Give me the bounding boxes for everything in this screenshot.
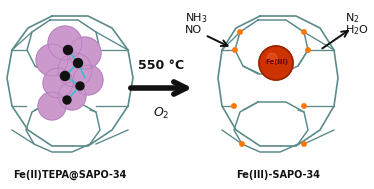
Text: Fe(II)TEPA@SAPO-34: Fe(II)TEPA@SAPO-34 xyxy=(13,170,127,180)
Text: NH$_3$: NH$_3$ xyxy=(185,11,208,25)
Circle shape xyxy=(73,65,103,95)
Circle shape xyxy=(43,68,73,98)
Text: Fe(III)-SAPO-34: Fe(III)-SAPO-34 xyxy=(236,170,320,180)
Circle shape xyxy=(259,46,293,80)
Circle shape xyxy=(232,104,236,108)
Circle shape xyxy=(233,48,237,52)
Circle shape xyxy=(58,53,92,87)
Text: 550 °C: 550 °C xyxy=(138,59,184,72)
Circle shape xyxy=(61,71,70,81)
Text: Fe(III): Fe(III) xyxy=(266,59,288,65)
Circle shape xyxy=(36,44,68,76)
Circle shape xyxy=(306,48,310,52)
Text: $O_2$: $O_2$ xyxy=(153,106,170,121)
Circle shape xyxy=(240,142,244,146)
Circle shape xyxy=(38,92,66,120)
Circle shape xyxy=(63,96,71,104)
Circle shape xyxy=(302,104,306,108)
Circle shape xyxy=(69,37,101,69)
Circle shape xyxy=(58,82,86,110)
Text: N$_2$: N$_2$ xyxy=(345,11,359,25)
Text: NO: NO xyxy=(185,25,202,35)
Circle shape xyxy=(76,82,84,90)
Circle shape xyxy=(302,142,306,146)
Circle shape xyxy=(48,26,82,60)
Circle shape xyxy=(267,53,277,63)
Circle shape xyxy=(64,46,73,54)
Text: H$_2$O: H$_2$O xyxy=(345,23,369,37)
Circle shape xyxy=(238,30,242,34)
Circle shape xyxy=(302,30,306,34)
Circle shape xyxy=(74,59,83,67)
